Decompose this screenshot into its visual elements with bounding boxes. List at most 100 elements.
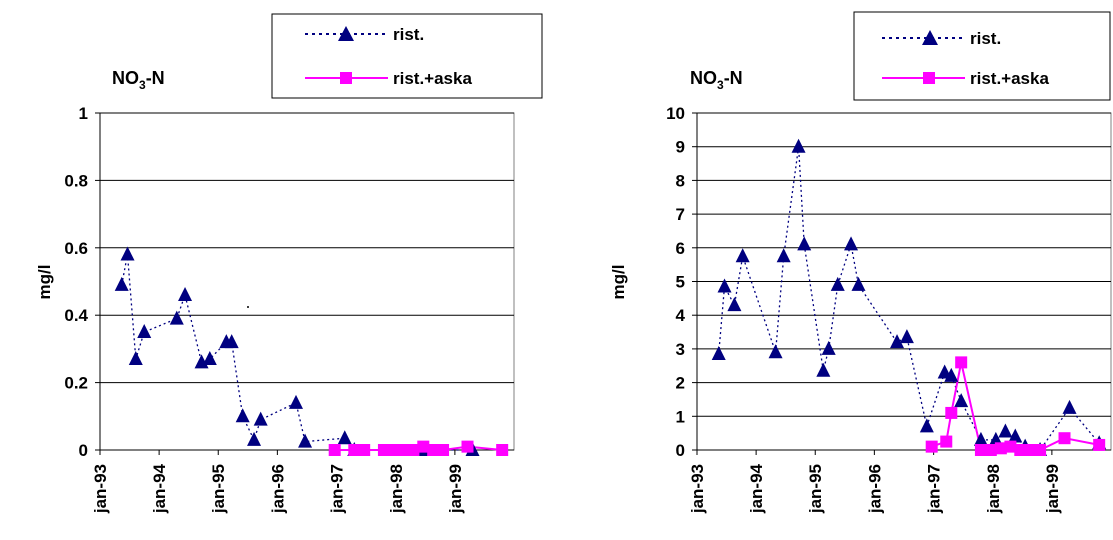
chart-title-left: NO3-N	[112, 68, 165, 92]
x-tick-labels-right: jan-93 jan-94 jan-95 jan-96 jan-97 jan-98 jan-…	[688, 463, 1062, 514]
y-tick-label: 2	[676, 374, 685, 393]
data-point-rist	[711, 345, 726, 360]
data-point-rist	[797, 236, 812, 251]
data-point-rist	[735, 248, 750, 263]
y-tick-label: 0.6	[64, 239, 88, 258]
legend-box-left	[271, 13, 543, 99]
x-tick-label: jan-93	[688, 464, 707, 514]
x-tick-label: jan-96	[268, 464, 287, 514]
x-tick-label: jan-95	[806, 464, 825, 514]
x-tick-label: jan-94	[747, 463, 766, 514]
legend-label-aska-right: rist.+aska	[970, 69, 1049, 88]
legend-label-rist-left: rist.	[393, 25, 424, 44]
y-tick-label: 0	[676, 441, 685, 460]
legend-marker-aska-left	[340, 72, 352, 84]
series-line-rist	[718, 146, 1100, 451]
data-point-rist	[899, 329, 914, 344]
x-tick-label: jan-94	[150, 463, 169, 514]
y-tick-label: 5	[676, 273, 685, 292]
data-point-rist	[120, 246, 135, 261]
chart-title-right: NO3-N	[690, 68, 743, 92]
legend-box-right	[853, 11, 1111, 101]
y-tick-label: 0	[79, 441, 88, 460]
data-point-rist	[298, 433, 313, 448]
y-tick-label: 1	[79, 104, 88, 123]
data-point-rist-aska	[427, 444, 440, 456]
legend-left: rist. rist.+aska	[271, 13, 543, 99]
data-point-rist	[337, 430, 352, 445]
x-tick-label: jan-97	[328, 464, 347, 514]
y-tick-label: 0.8	[64, 171, 88, 190]
data-point-rist-aska	[1004, 440, 1017, 453]
y-tick-label: 9	[676, 138, 685, 157]
data-point-rist	[727, 297, 742, 312]
data-point-rist-aska	[461, 440, 474, 453]
data-point-rist	[128, 351, 143, 366]
y-tick-label: 1	[676, 407, 685, 426]
data-point-rist-aska	[407, 444, 420, 456]
y-tick-label: 7	[676, 205, 685, 224]
y-tick-label: 6	[676, 239, 685, 258]
data-point-rist-aska	[984, 444, 997, 456]
data-point-rist	[816, 362, 831, 377]
data-point-rist-aska	[925, 440, 938, 453]
series-markers-left	[114, 246, 509, 456]
data-point-rist	[998, 423, 1013, 438]
data-point-rist	[1008, 428, 1023, 443]
data-point-rist-aska	[417, 440, 430, 453]
data-point-rist	[768, 344, 783, 359]
data-point-rist-aska	[397, 444, 410, 456]
data-point-rist-aska	[437, 444, 450, 456]
data-point-rist-aska	[945, 406, 958, 419]
data-point-rist-aska	[1024, 444, 1037, 456]
y-tick-label: 3	[676, 340, 685, 359]
data-point-rist	[247, 431, 262, 446]
x-tick-label: jan-99	[1043, 464, 1062, 514]
x-tick-label: jan-97	[925, 464, 944, 514]
data-point-rist	[137, 324, 152, 339]
data-point-rist-aska	[974, 444, 987, 456]
data-point-rist	[114, 276, 129, 291]
data-point-rist-aska	[1093, 438, 1106, 451]
data-point-rist	[821, 340, 836, 355]
data-point-rist	[890, 334, 905, 349]
legend-label-rist-right: rist.	[970, 29, 1001, 48]
x-tick-label: jan-98	[387, 464, 406, 514]
data-point-rist	[944, 367, 959, 382]
legend-marker-rist-right	[922, 30, 938, 45]
y-tick-labels-right: 0 1 2 3 4 5 6 7 8 9 10	[666, 104, 685, 460]
y-tick-label: 8	[676, 171, 685, 190]
chart-left: 00.20.40.60.81 jan-93 jan-94 jan-95 jan-96 j…	[35, 13, 543, 514]
gridlines-right	[692, 112, 1111, 455]
y-tick-label: 10	[666, 104, 685, 123]
x-tick-labels-left: jan-93 jan-94 jan-95 jan-96 jan-97 jan-98 jan-…	[91, 463, 465, 514]
y-tick-labels-left: 0 0.2 0.4 0.6 0.8 1	[64, 104, 88, 460]
data-point-rist	[202, 351, 217, 366]
y-axis-label-right: mg/l	[609, 265, 628, 300]
data-point-rist	[288, 394, 303, 409]
data-point-rist	[224, 334, 239, 349]
data-point-rist-aska	[955, 356, 968, 369]
data-point-rist-aska	[348, 444, 361, 456]
data-point-rist-aska	[358, 444, 371, 456]
legend-marker-rist-left	[338, 26, 354, 41]
data-point-rist	[235, 408, 250, 423]
y-tick-label: 0.2	[64, 374, 88, 393]
data-point-rist-aska	[1014, 444, 1027, 456]
x-tick-label: jan-93	[91, 464, 110, 514]
data-point-rist-aska	[994, 442, 1007, 455]
data-point-rist	[717, 278, 732, 293]
data-point-rist-aska	[1034, 444, 1047, 456]
series-markers-right	[711, 138, 1107, 456]
data-point-rist	[1062, 399, 1077, 414]
legend-marker-aska-right	[923, 72, 935, 84]
data-point-rist	[169, 310, 184, 325]
data-point-rist-aska	[940, 435, 953, 448]
data-point-rist	[791, 138, 806, 153]
x-tick-label: jan-98	[984, 464, 1003, 514]
x-tick-label: jan-95	[209, 464, 228, 514]
legend-right: rist. rist.+aska	[853, 11, 1111, 101]
data-point-rist	[954, 393, 969, 408]
